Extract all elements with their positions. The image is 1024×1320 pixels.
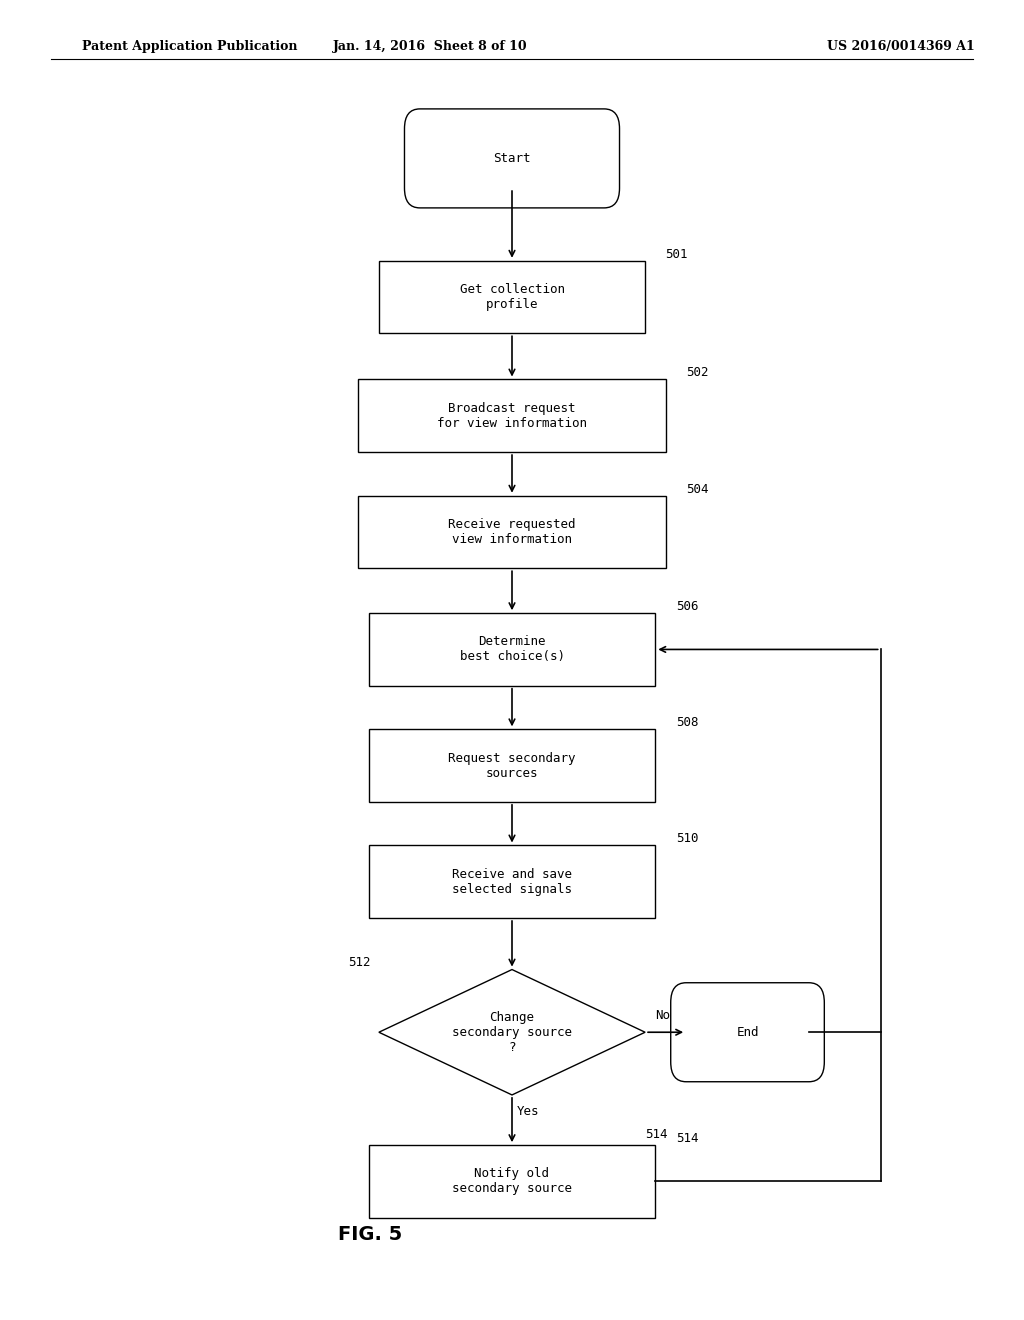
Text: Determine
best choice(s): Determine best choice(s): [460, 635, 564, 664]
Text: End: End: [736, 1026, 759, 1039]
Text: 510: 510: [676, 833, 698, 845]
Text: 512: 512: [348, 957, 371, 969]
Text: 508: 508: [676, 717, 698, 729]
Text: Request secondary
sources: Request secondary sources: [449, 751, 575, 780]
FancyBboxPatch shape: [358, 495, 666, 568]
Text: Receive requested
view information: Receive requested view information: [449, 517, 575, 546]
Text: 501: 501: [666, 248, 688, 260]
FancyBboxPatch shape: [379, 260, 645, 333]
Text: US 2016/0014369 A1: US 2016/0014369 A1: [827, 40, 975, 53]
Text: Receive and save
selected signals: Receive and save selected signals: [452, 867, 572, 896]
Text: Notify old
secondary source: Notify old secondary source: [452, 1167, 572, 1196]
Text: Yes: Yes: [517, 1105, 540, 1118]
Text: 504: 504: [686, 483, 709, 495]
Text: FIG. 5: FIG. 5: [338, 1225, 402, 1243]
Text: Jan. 14, 2016  Sheet 8 of 10: Jan. 14, 2016 Sheet 8 of 10: [333, 40, 527, 53]
Text: 502: 502: [686, 367, 709, 379]
Text: Patent Application Publication: Patent Application Publication: [82, 40, 297, 53]
Text: 514: 514: [676, 1133, 698, 1144]
Text: 514: 514: [645, 1129, 668, 1142]
FancyBboxPatch shape: [404, 110, 620, 207]
FancyBboxPatch shape: [358, 379, 666, 451]
Text: Change
secondary source
?: Change secondary source ?: [452, 1011, 572, 1053]
Text: No: No: [655, 1008, 671, 1022]
FancyBboxPatch shape: [671, 982, 824, 1082]
FancyBboxPatch shape: [369, 846, 655, 919]
Text: Broadcast request
for view information: Broadcast request for view information: [437, 401, 587, 430]
Polygon shape: [379, 969, 645, 1096]
FancyBboxPatch shape: [369, 1144, 655, 1217]
Text: Get collection
profile: Get collection profile: [460, 282, 564, 312]
Text: 506: 506: [676, 601, 698, 612]
FancyBboxPatch shape: [369, 729, 655, 803]
FancyBboxPatch shape: [369, 612, 655, 686]
Text: Start: Start: [494, 152, 530, 165]
